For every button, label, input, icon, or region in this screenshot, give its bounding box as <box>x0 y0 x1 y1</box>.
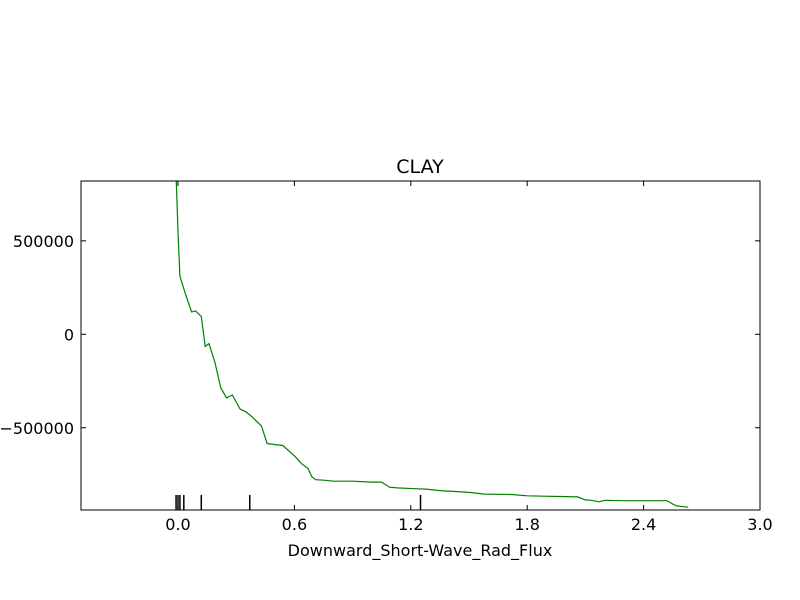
plot-frame <box>80 180 761 511</box>
x-tick-label: 2.4 <box>631 515 656 534</box>
series-line-0 <box>175 181 689 508</box>
y-axis: 500000 0 −500000 <box>0 232 760 438</box>
y-tick-label: 500000 <box>13 232 74 251</box>
x-tick-label: 1.2 <box>398 515 423 534</box>
x-axis: 0.0 0.6 1.2 1.8 2.4 3.0 <box>165 181 773 534</box>
y-tick-label: −500000 <box>0 419 74 438</box>
x-tick-label: 1.8 <box>514 515 539 534</box>
x-tick-label: 3.0 <box>747 515 772 534</box>
x-axis-label: Downward_Short-Wave_Rad_Flux <box>288 541 553 561</box>
x-tick-label: 0.0 <box>165 515 190 534</box>
y-tick-label: 0 <box>64 325 74 344</box>
x-tick-label: 0.6 <box>282 515 307 534</box>
chart-title: CLAY <box>396 156 444 178</box>
plot-area <box>175 181 689 510</box>
